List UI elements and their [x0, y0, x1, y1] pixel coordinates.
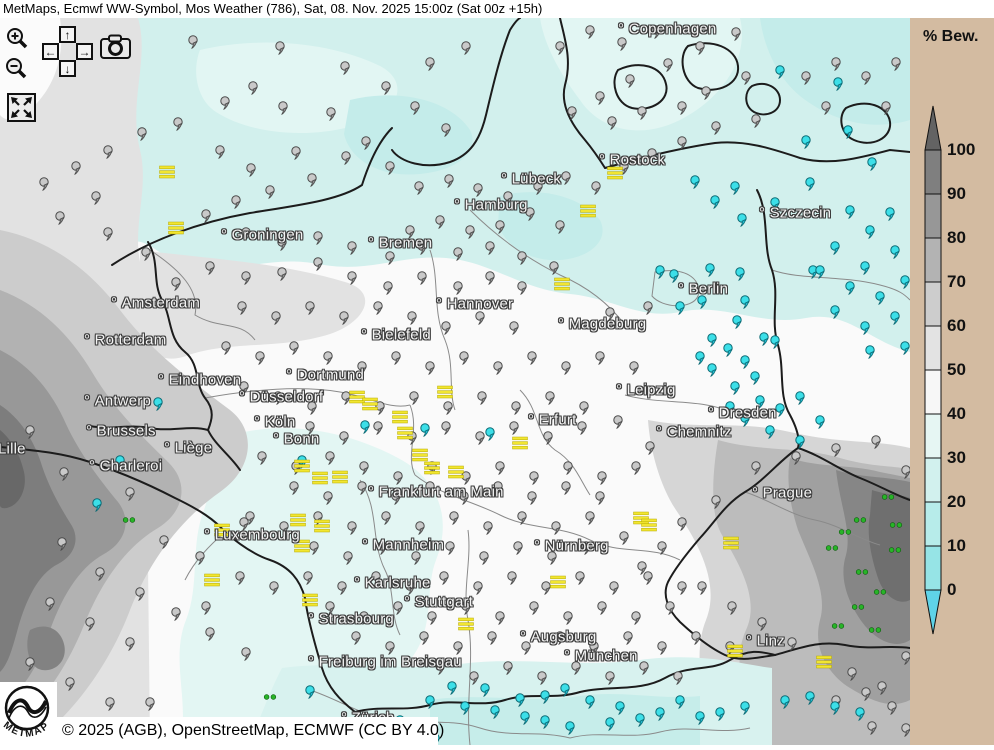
- map-canvas: [0, 17, 910, 745]
- zoom-out-button[interactable]: [4, 56, 30, 84]
- fullscreen-button[interactable]: [7, 93, 36, 122]
- legend-tick-80: 80: [947, 228, 966, 247]
- camera-icon: [100, 34, 131, 59]
- metmaps-logo: METMAPS: [0, 674, 57, 745]
- zoom-in-button[interactable]: [5, 26, 31, 54]
- legend-tick-70: 70: [947, 272, 966, 291]
- legend-tick-0: 0: [947, 580, 957, 599]
- legend-tick-40: 40: [947, 404, 966, 423]
- legend-title: % Bew.: [923, 28, 979, 45]
- legend-tick-10: 10: [947, 536, 966, 555]
- country-borders: [0, 17, 910, 713]
- legend-tick-90: 90: [947, 184, 966, 203]
- pan-control: ↑ ← → ↓: [42, 26, 93, 77]
- legend-colorbar: [924, 105, 942, 635]
- legend-tick-100: 100: [947, 140, 976, 159]
- screenshot-button[interactable]: [99, 33, 133, 61]
- pan-right-button[interactable]: →: [76, 43, 93, 60]
- legend-tick-20: 20: [947, 492, 966, 511]
- legend-tick-50: 50: [947, 360, 966, 379]
- pan-left-button[interactable]: ←: [42, 43, 59, 60]
- legend-panel: % Bew. 100 90 80 70 60 50 40 30 20 10 0: [910, 18, 994, 745]
- magnifier-plus-icon: [7, 28, 28, 49]
- magnifier-minus-icon: [6, 58, 27, 79]
- pan-up-button[interactable]: ↑: [59, 26, 76, 43]
- page-title: MetMaps, Ecmwf WW-Symbol, Mos Weather (7…: [0, 0, 994, 18]
- copyright-text: © 2025 (AGB), OpenStreetMap, ECMWF (CC B…: [57, 717, 444, 745]
- arrow-up-icon: ↑: [64, 27, 71, 42]
- arrow-down-icon: ↓: [64, 61, 71, 76]
- arrow-left-icon: ←: [44, 44, 57, 59]
- pan-down-button[interactable]: ↓: [59, 60, 76, 77]
- cloudcover-contours: [0, 18, 910, 745]
- arrow-right-icon: →: [78, 44, 91, 59]
- expand-arrows-icon: [11, 97, 32, 118]
- weather-map[interactable]: ° Copenhagen ° Rostock ° Lübeck ° Hamburg ° …: [0, 0, 910, 745]
- legend-tick-30: 30: [947, 448, 966, 467]
- legend-tick-60: 60: [947, 316, 966, 335]
